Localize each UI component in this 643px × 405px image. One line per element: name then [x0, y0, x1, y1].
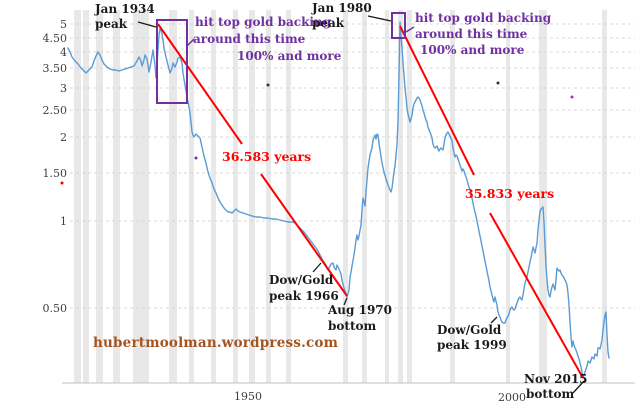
leader-line — [312, 262, 322, 273]
y-axis-label: 2 — [60, 131, 67, 144]
recession-band — [74, 10, 81, 383]
recession-band — [506, 10, 510, 383]
leader-line — [367, 15, 392, 22]
recession-band — [407, 10, 412, 383]
leader-line-purple — [186, 38, 195, 47]
recession-band — [398, 10, 403, 383]
annotation-dow-gold-peak-1966-line1: Dow/Gold — [269, 273, 334, 287]
recession-band — [133, 10, 149, 383]
stray-dot — [570, 95, 574, 99]
annotation-gold-backing-note-2-line1: hit top gold backing — [415, 11, 552, 25]
recession-band — [189, 10, 194, 383]
recession-band — [233, 10, 238, 383]
y-axis-label: 4 — [60, 46, 67, 59]
price-line — [67, 21, 610, 379]
annotation-dow-gold-peak-1966-line2: peak 1966 — [269, 289, 339, 303]
stray-dot — [194, 156, 198, 160]
annotation-jan-1934-peak-line1: Jan 1934 — [95, 2, 155, 16]
annotation-aug-1970-bottom-line1: Aug 1970 — [328, 303, 393, 317]
stray-dot — [266, 83, 270, 87]
watermark: hubertmoolman.wordpress.com — [93, 335, 339, 351]
y-axis-label: 1 — [60, 215, 67, 228]
recession-band — [286, 10, 291, 383]
trend-line — [260, 173, 348, 297]
annotation-years-label-2-line1: 35.833 years — [465, 186, 555, 201]
leader-line — [572, 380, 585, 394]
annotation-jan-1980-peak-line1: Jan 1980 — [312, 1, 372, 15]
annotation-dow-gold-peak-1999-line1: Dow/Gold — [437, 323, 502, 337]
x-axis-label: 2000 — [498, 391, 526, 404]
recession-band — [113, 10, 120, 383]
y-axis-label: 3 — [60, 82, 67, 95]
recession-band — [602, 10, 607, 383]
highlight-box — [156, 19, 188, 104]
trend-line — [489, 212, 584, 379]
annotation-jan-1934-peak-line2: peak — [95, 17, 128, 31]
annotation-dow-gold-peak-1999-line2: peak 1999 — [437, 338, 507, 352]
recession-band — [211, 10, 216, 383]
recession-band — [343, 10, 348, 383]
recession-band — [266, 10, 271, 383]
stray-dot — [496, 81, 500, 85]
trend-line — [157, 23, 243, 145]
stray-dot — [60, 181, 64, 185]
annotation-gold-backing-note-1-line1: hit top gold backing — [195, 15, 332, 29]
annotation-gold-backing-note-1-line3: 100% and more — [237, 49, 342, 63]
y-axis-label: 2.50 — [42, 104, 68, 117]
recession-band — [249, 10, 255, 383]
annotation-years-label-1-line1: 36.583 years — [222, 149, 312, 164]
x-axis-label: 1950 — [234, 390, 262, 403]
y-axis-label: 5 — [60, 18, 67, 31]
leader-line — [343, 297, 348, 306]
annotation-nov-2015-bottom-line1: Nov 2015 — [524, 372, 588, 386]
recession-band — [385, 10, 389, 383]
leader-line — [137, 21, 157, 28]
y-axis-label: 0.50 — [42, 302, 68, 315]
recession-band — [83, 10, 89, 383]
recession-band — [450, 10, 455, 383]
recession-band — [96, 10, 103, 383]
annotation-nov-2015-bottom-line2: bottom — [526, 387, 575, 401]
y-axis-label: 4.50 — [42, 32, 68, 45]
annotation-jan-1980-peak-line2: peak — [312, 16, 345, 30]
leader-line-purple — [405, 26, 415, 33]
recession-band — [169, 10, 177, 383]
annotation-gold-backing-note-2-line3: 100% and more — [420, 43, 525, 57]
annotation-aug-1970-bottom-line2: bottom — [328, 319, 377, 333]
trend-line — [399, 25, 475, 176]
highlight-box — [391, 12, 406, 39]
leader-line — [490, 316, 498, 324]
recession-band — [362, 10, 367, 383]
y-axis-label: 3.50 — [42, 62, 68, 75]
annotation-gold-backing-note-2-line2: around this time — [415, 27, 528, 41]
annotation-gold-backing-note-1-line2: around this time — [193, 32, 306, 46]
recession-band — [539, 10, 547, 383]
y-axis-label: 1.50 — [42, 167, 68, 180]
